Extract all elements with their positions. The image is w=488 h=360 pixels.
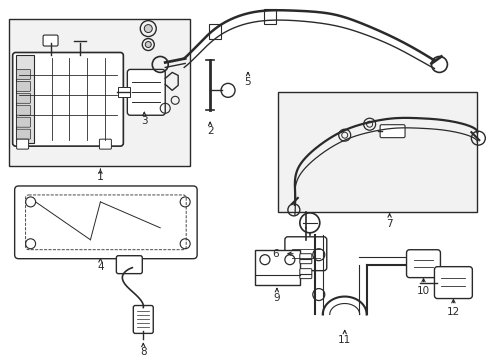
FancyBboxPatch shape xyxy=(17,69,31,80)
FancyBboxPatch shape xyxy=(118,87,130,97)
FancyBboxPatch shape xyxy=(133,306,153,333)
FancyBboxPatch shape xyxy=(17,117,31,127)
Text: 1: 1 xyxy=(97,172,103,182)
Bar xyxy=(9,19,190,166)
FancyBboxPatch shape xyxy=(17,93,31,103)
Text: 9: 9 xyxy=(273,293,280,302)
Bar xyxy=(209,24,221,39)
Bar xyxy=(264,9,275,24)
FancyBboxPatch shape xyxy=(127,69,165,115)
FancyBboxPatch shape xyxy=(299,254,311,264)
Text: 12: 12 xyxy=(446,307,459,318)
Text: 4: 4 xyxy=(97,262,103,272)
FancyBboxPatch shape xyxy=(99,139,111,149)
Text: 8: 8 xyxy=(140,347,146,357)
FancyBboxPatch shape xyxy=(406,250,440,278)
FancyBboxPatch shape xyxy=(17,139,29,149)
Text: 6: 6 xyxy=(272,249,279,259)
FancyBboxPatch shape xyxy=(433,267,471,298)
Text: 7: 7 xyxy=(386,219,392,229)
Text: 10: 10 xyxy=(416,285,429,296)
FancyBboxPatch shape xyxy=(299,269,311,279)
FancyBboxPatch shape xyxy=(254,250,299,285)
FancyBboxPatch shape xyxy=(43,35,58,46)
FancyBboxPatch shape xyxy=(13,53,123,146)
FancyBboxPatch shape xyxy=(379,125,404,138)
FancyBboxPatch shape xyxy=(116,256,142,274)
Text: 5: 5 xyxy=(244,77,251,87)
Text: 11: 11 xyxy=(337,336,350,345)
Bar xyxy=(277,92,476,212)
FancyBboxPatch shape xyxy=(17,129,31,139)
FancyBboxPatch shape xyxy=(17,81,31,91)
FancyBboxPatch shape xyxy=(15,186,197,259)
Bar xyxy=(16,55,34,143)
Text: 2: 2 xyxy=(206,126,213,136)
FancyBboxPatch shape xyxy=(17,105,31,115)
Circle shape xyxy=(145,41,151,48)
FancyBboxPatch shape xyxy=(285,237,326,271)
Text: 3: 3 xyxy=(141,116,147,126)
Circle shape xyxy=(144,24,152,32)
